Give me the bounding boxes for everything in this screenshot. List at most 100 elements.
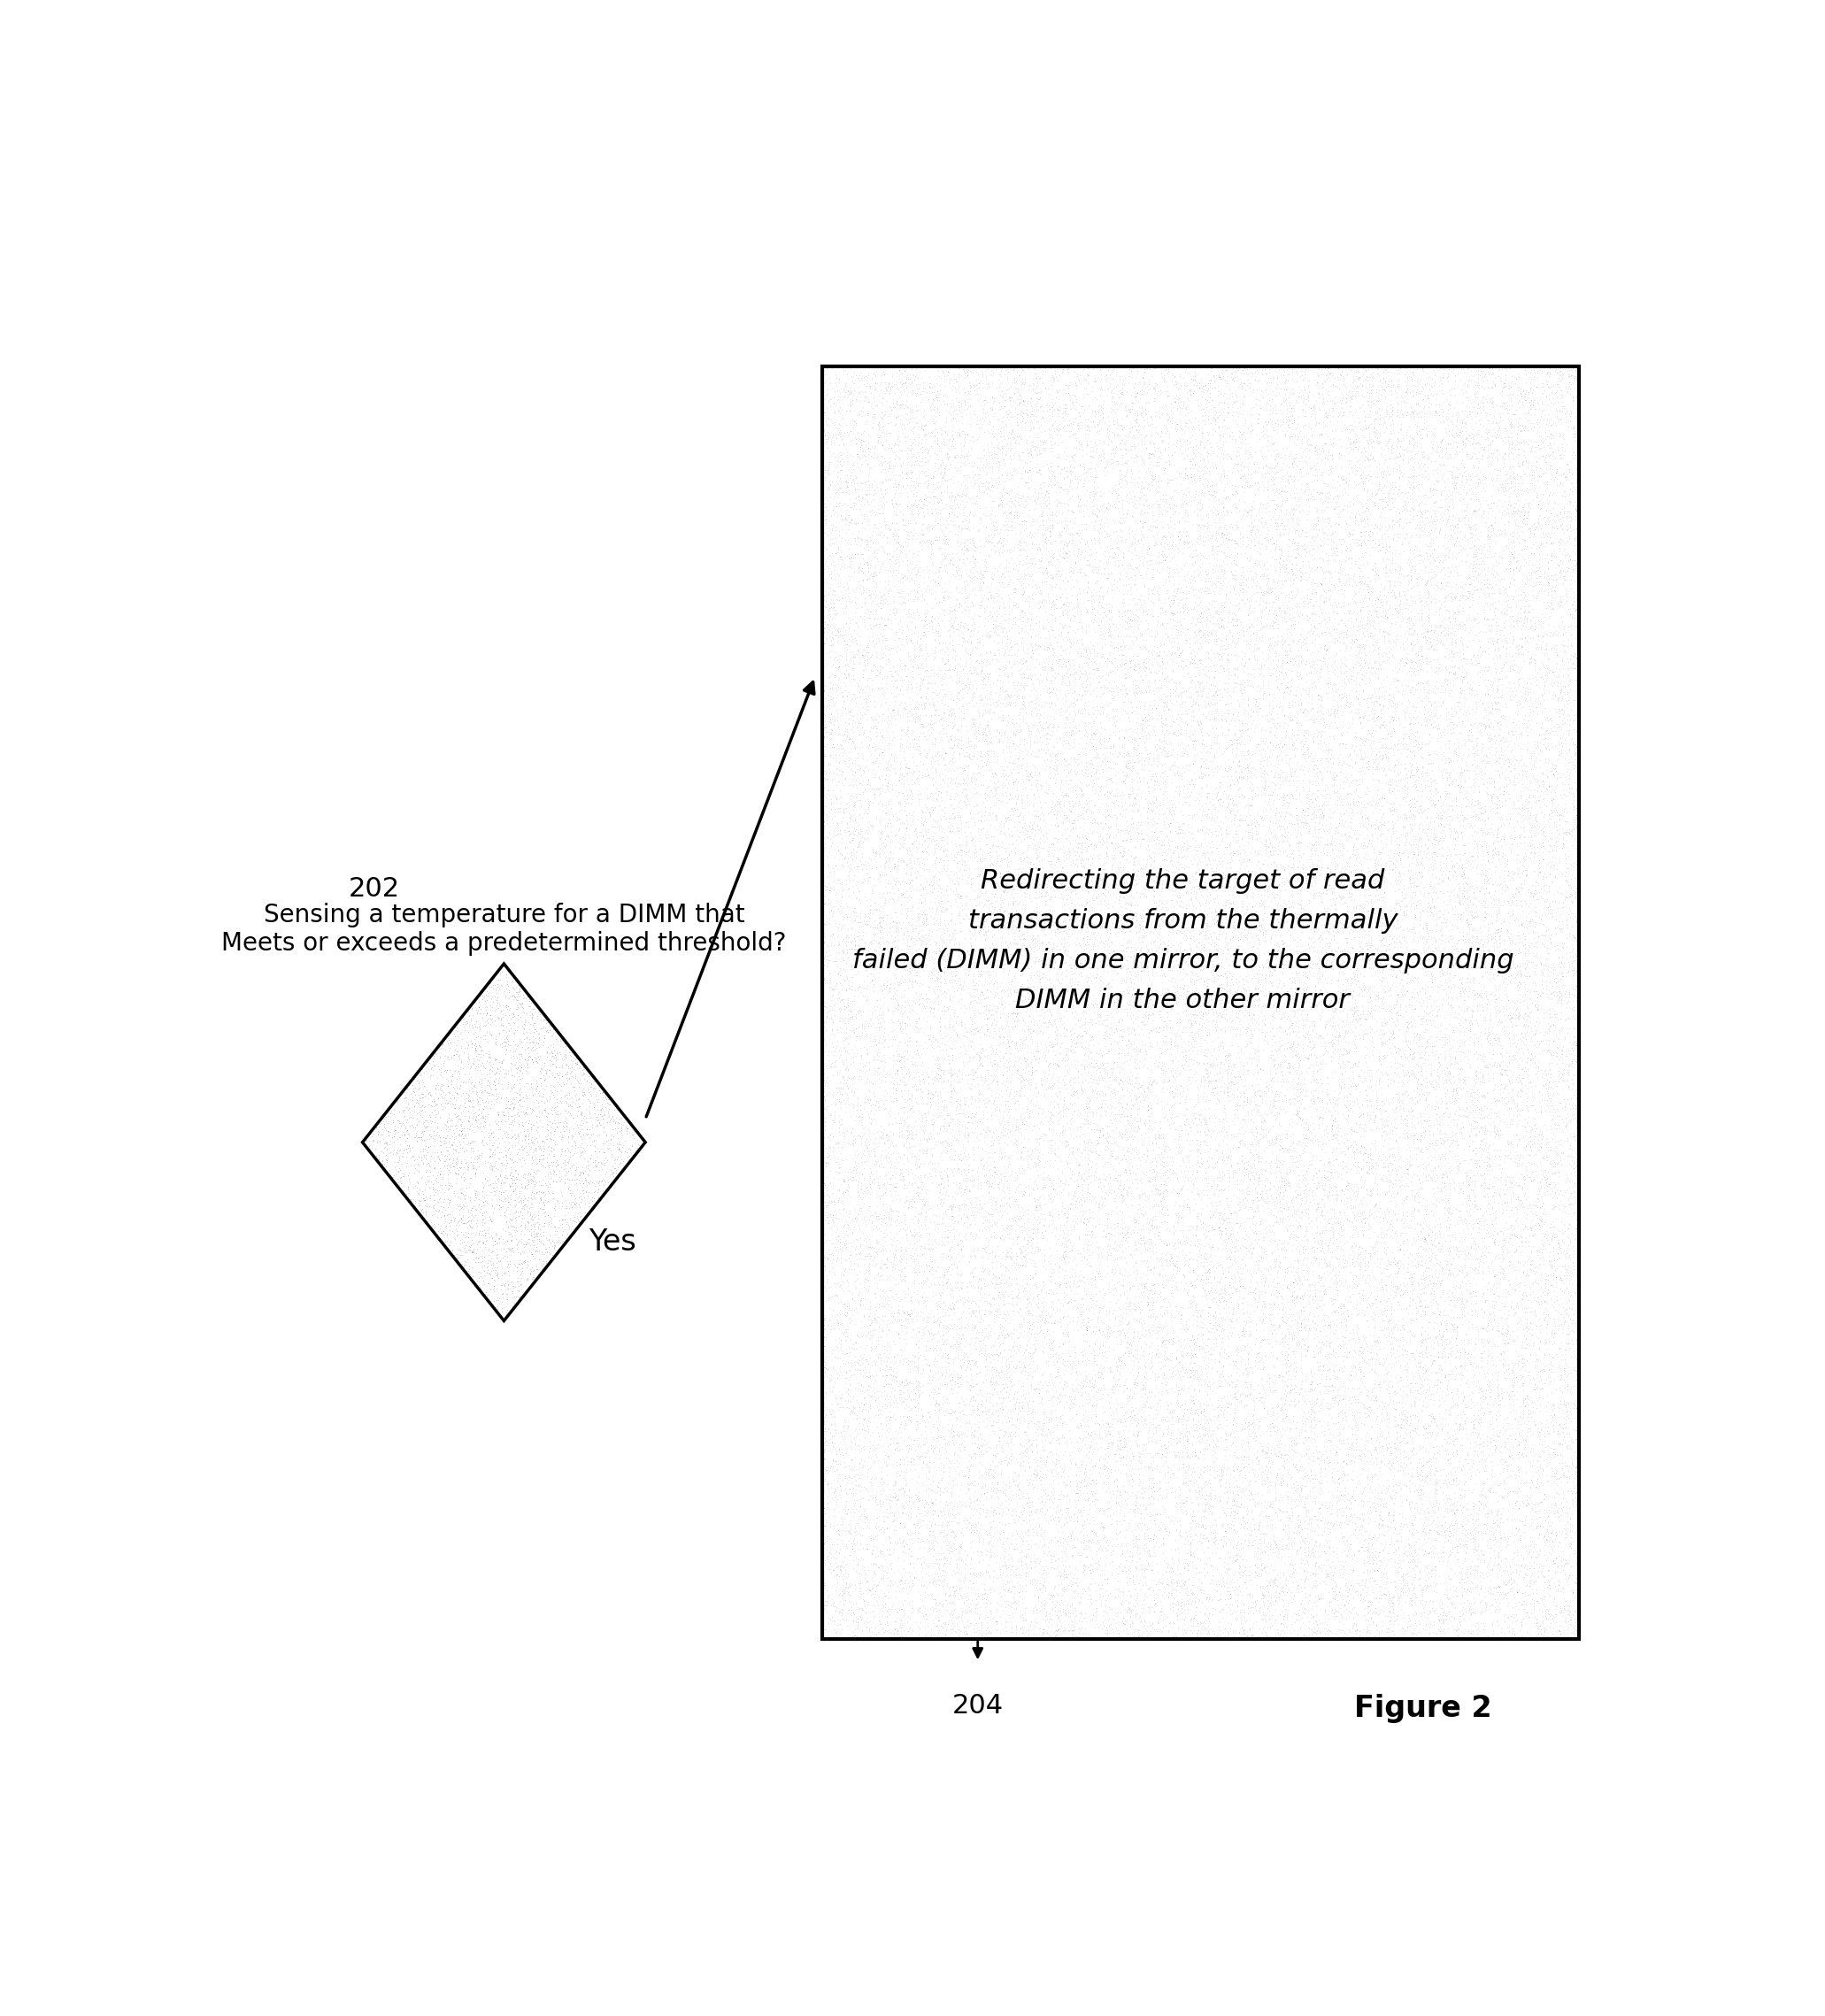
Point	[903, 599, 933, 631]
Point	[1486, 758, 1515, 790]
Point	[1424, 1288, 1453, 1320]
Point	[1022, 421, 1051, 454]
Point	[1285, 825, 1314, 857]
Point	[1482, 780, 1511, 812]
Point	[843, 956, 872, 988]
Point	[1538, 1389, 1568, 1421]
Point	[409, 1125, 438, 1157]
Point	[1507, 1609, 1537, 1641]
Point	[1226, 423, 1256, 456]
Point	[496, 1089, 526, 1121]
Point	[881, 800, 911, 833]
Point	[1360, 1538, 1389, 1570]
Point	[947, 577, 976, 609]
Point	[1031, 474, 1060, 506]
Point	[1380, 482, 1409, 514]
Point	[1223, 1478, 1252, 1510]
Point	[967, 645, 996, 677]
Point	[1340, 996, 1369, 1028]
Point	[1391, 952, 1420, 984]
Point	[938, 1290, 967, 1322]
Point	[1376, 1365, 1405, 1397]
Point	[495, 976, 524, 1008]
Point	[998, 1282, 1027, 1314]
Point	[1345, 560, 1374, 593]
Point	[425, 1155, 454, 1187]
Point	[1546, 403, 1575, 435]
Point	[431, 1062, 460, 1095]
Point	[551, 1113, 580, 1145]
Point	[995, 1042, 1024, 1075]
Point	[1440, 1387, 1469, 1419]
Point	[467, 1137, 496, 1169]
Point	[1226, 1060, 1256, 1093]
Point	[1152, 1369, 1181, 1401]
Point	[1285, 1597, 1314, 1629]
Point	[1480, 1595, 1509, 1627]
Point	[1046, 1443, 1075, 1476]
Point	[1274, 829, 1303, 861]
Point	[1177, 877, 1206, 909]
Point	[829, 1577, 858, 1609]
Point	[1440, 1439, 1469, 1472]
Point	[861, 1441, 891, 1474]
Point	[1365, 1216, 1394, 1248]
Point	[1496, 1105, 1526, 1137]
Point	[1060, 1498, 1090, 1530]
Point	[965, 885, 995, 917]
Point	[1104, 1415, 1133, 1447]
Point	[1482, 593, 1511, 625]
Point	[1241, 685, 1270, 718]
Point	[845, 1276, 874, 1308]
Point	[936, 1060, 965, 1093]
Point	[458, 1149, 487, 1181]
Point	[898, 1048, 927, 1081]
Point	[942, 1284, 971, 1316]
Point	[1513, 1294, 1542, 1327]
Point	[1236, 1163, 1265, 1195]
Point	[1086, 732, 1115, 764]
Point	[891, 1510, 920, 1542]
Point	[1469, 391, 1498, 423]
Point	[1396, 1026, 1425, 1058]
Point	[1309, 617, 1338, 649]
Point	[1562, 909, 1591, 941]
Point	[1268, 998, 1298, 1030]
Point	[854, 728, 883, 760]
Point	[889, 1040, 918, 1073]
Point	[1259, 427, 1288, 460]
Point	[854, 470, 883, 502]
Point	[1429, 1294, 1458, 1327]
Point	[984, 363, 1013, 395]
Point	[1471, 1050, 1500, 1083]
Point	[1053, 494, 1082, 526]
Point	[1361, 583, 1391, 615]
Point	[1533, 760, 1562, 792]
Point	[1433, 1518, 1462, 1550]
Point	[1340, 1607, 1369, 1639]
Point	[900, 1443, 929, 1476]
Point	[436, 1060, 465, 1093]
Point	[1352, 778, 1382, 810]
Point	[980, 1038, 1009, 1070]
Point	[1159, 857, 1188, 889]
Point	[1058, 913, 1088, 946]
Point	[965, 1591, 995, 1623]
Point	[1471, 1500, 1500, 1532]
Point	[1296, 657, 1325, 689]
Point	[1407, 589, 1436, 621]
Point	[1237, 833, 1267, 865]
Point	[1215, 1038, 1245, 1070]
Point	[923, 651, 953, 683]
Point	[1319, 1206, 1349, 1238]
Point	[462, 1006, 491, 1038]
Point	[832, 466, 861, 498]
Point	[940, 1589, 969, 1621]
Point	[1462, 1550, 1491, 1583]
Point	[1301, 839, 1330, 871]
Point	[1122, 403, 1152, 435]
Point	[506, 1268, 535, 1300]
Point	[1369, 1195, 1398, 1228]
Point	[883, 564, 912, 597]
Point	[1236, 766, 1265, 798]
